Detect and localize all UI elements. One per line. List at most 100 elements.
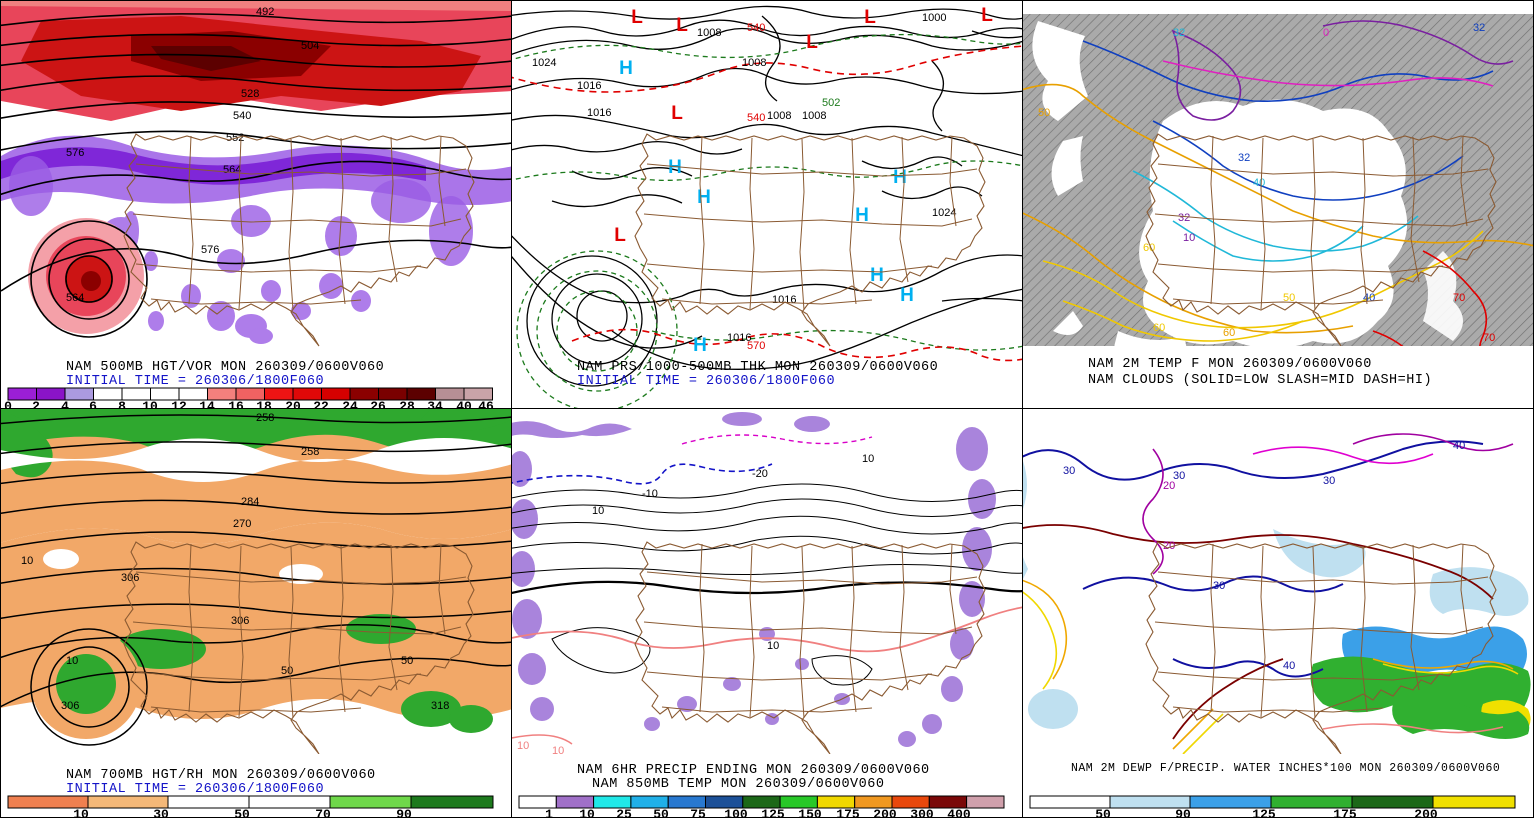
svg-text:258: 258 — [301, 446, 319, 458]
svg-text:528: 528 — [241, 88, 259, 100]
svg-text:200: 200 — [1414, 807, 1438, 818]
svg-text:400: 400 — [947, 807, 971, 818]
svg-text:100: 100 — [724, 807, 748, 818]
svg-text:1008: 1008 — [802, 110, 826, 122]
svg-text:70: 70 — [315, 807, 331, 818]
svg-text:258: 258 — [256, 412, 274, 424]
svg-text:540: 540 — [747, 22, 765, 34]
svg-text:50: 50 — [653, 807, 669, 818]
svg-text:NAM 500MB HGT/VOR MON 260309/0: NAM 500MB HGT/VOR MON 260309/0600V060 — [66, 360, 384, 375]
svg-text:-20: -20 — [752, 468, 768, 480]
svg-text:90: 90 — [1175, 807, 1191, 818]
svg-text:1016: 1016 — [772, 294, 796, 306]
svg-text:60: 60 — [1223, 327, 1235, 339]
svg-text:40: 40 — [1363, 292, 1375, 304]
svg-text:200: 200 — [873, 807, 897, 818]
svg-text:270: 270 — [233, 518, 251, 530]
svg-text:1024: 1024 — [532, 57, 556, 69]
svg-text:75: 75 — [690, 807, 706, 818]
svg-text:H: H — [693, 335, 707, 356]
svg-text:30: 30 — [1323, 475, 1335, 487]
svg-text:576: 576 — [66, 147, 84, 159]
svg-text:1024: 1024 — [932, 207, 956, 219]
svg-text:50: 50 — [281, 665, 293, 677]
svg-text:540: 540 — [233, 110, 251, 122]
svg-text:50: 50 — [234, 807, 250, 818]
svg-text:0: 0 — [1323, 27, 1329, 39]
svg-text:570: 570 — [747, 340, 765, 352]
svg-text:NAM 2M DEWP F/PRECIP. WATER IN: NAM 2M DEWP F/PRECIP. WATER INCHES*100 M… — [1071, 762, 1500, 775]
svg-text:32: 32 — [1473, 22, 1485, 34]
svg-text:10: 10 — [767, 640, 779, 652]
svg-text:175: 175 — [1333, 807, 1357, 818]
svg-text:30: 30 — [153, 807, 169, 818]
svg-text:492: 492 — [256, 6, 274, 18]
svg-text:32: 32 — [1238, 152, 1250, 164]
svg-text:10: 10 — [1183, 232, 1195, 244]
svg-text:10: 10 — [579, 807, 595, 818]
svg-text:70: 70 — [1453, 292, 1465, 304]
svg-text:INITIAL TIME = 260306/1800F060: INITIAL TIME = 260306/1800F060 — [66, 782, 324, 797]
svg-text:1: 1 — [545, 807, 553, 818]
svg-text:1016: 1016 — [577, 80, 601, 92]
svg-text:90: 90 — [396, 807, 412, 818]
svg-text:L: L — [806, 32, 818, 53]
svg-text:10: 10 — [21, 555, 33, 567]
svg-text:1000: 1000 — [922, 12, 946, 24]
svg-text:306: 306 — [121, 572, 139, 584]
svg-text:L: L — [614, 225, 626, 246]
svg-text:32: 32 — [1173, 27, 1185, 39]
svg-text:504: 504 — [301, 40, 319, 52]
svg-text:20: 20 — [1163, 480, 1175, 492]
svg-text:H: H — [900, 285, 914, 306]
svg-text:30: 30 — [1213, 580, 1225, 592]
svg-text:300: 300 — [910, 807, 934, 818]
svg-text:L: L — [981, 5, 993, 26]
svg-text:H: H — [893, 167, 907, 188]
svg-text:H: H — [668, 157, 682, 178]
svg-text:10: 10 — [517, 740, 529, 752]
svg-text:30: 30 — [1063, 465, 1075, 477]
svg-text:L: L — [671, 103, 683, 124]
svg-text:125: 125 — [1252, 807, 1276, 818]
svg-text:NAM 700MB HGT/RH MON 260309/06: NAM 700MB HGT/RH MON 260309/0600V060 — [66, 768, 376, 783]
svg-text:70: 70 — [1483, 332, 1495, 344]
svg-text:540: 540 — [747, 112, 765, 124]
svg-text:564: 564 — [66, 292, 84, 304]
svg-text:564: 564 — [223, 164, 241, 176]
svg-text:-10: -10 — [642, 488, 658, 500]
svg-text:10: 10 — [73, 807, 89, 818]
svg-text:NAM 850MB TEMP MON 260309/0600: NAM 850MB TEMP MON 260309/0600V060 — [592, 777, 884, 792]
svg-text:175: 175 — [836, 807, 860, 818]
svg-text:576: 576 — [201, 244, 219, 256]
svg-text:60: 60 — [1153, 322, 1165, 334]
svg-text:50: 50 — [1038, 107, 1050, 119]
svg-text:NAM CLOUDS (SOLID=LOW SLASH=MI: NAM CLOUDS (SOLID=LOW SLASH=MID DASH=HI) — [1088, 373, 1432, 388]
svg-text:H: H — [619, 58, 633, 79]
svg-text:NAM PRS/1000-500MB THK MON 260: NAM PRS/1000-500MB THK MON 260309/0600V0… — [577, 360, 938, 375]
svg-text:NAM 2M TEMP F MON 260309/0600V: NAM 2M TEMP F MON 260309/0600V060 — [1088, 357, 1372, 372]
svg-text:1008: 1008 — [767, 110, 791, 122]
svg-text:32: 32 — [1178, 212, 1190, 224]
svg-text:H: H — [697, 187, 711, 208]
svg-text:40: 40 — [1453, 440, 1465, 452]
svg-text:502: 502 — [822, 97, 840, 109]
svg-text:40: 40 — [1283, 660, 1295, 672]
svg-text:L: L — [631, 7, 643, 28]
svg-text:10: 10 — [592, 505, 604, 517]
svg-text:NAM 6HR PRECIP ENDING MON 2603: NAM 6HR PRECIP ENDING MON 260309/0600V06… — [577, 763, 930, 778]
svg-text:INITIAL TIME = 260306/1800F060: INITIAL TIME = 260306/1800F060 — [577, 374, 835, 389]
svg-text:10: 10 — [66, 655, 78, 667]
svg-text:150: 150 — [798, 807, 822, 818]
svg-text:INITIAL TIME = 260306/1800F060: INITIAL TIME = 260306/1800F060 — [66, 374, 324, 389]
svg-text:25: 25 — [616, 807, 632, 818]
svg-text:10: 10 — [862, 453, 874, 465]
svg-text:318: 318 — [431, 700, 449, 712]
svg-text:1008: 1008 — [697, 27, 721, 39]
svg-text:50: 50 — [1095, 807, 1111, 818]
svg-text:1016: 1016 — [587, 107, 611, 119]
svg-text:1008: 1008 — [742, 57, 766, 69]
svg-text:306: 306 — [61, 700, 79, 712]
svg-text:L: L — [864, 7, 876, 28]
svg-text:284: 284 — [241, 496, 259, 508]
